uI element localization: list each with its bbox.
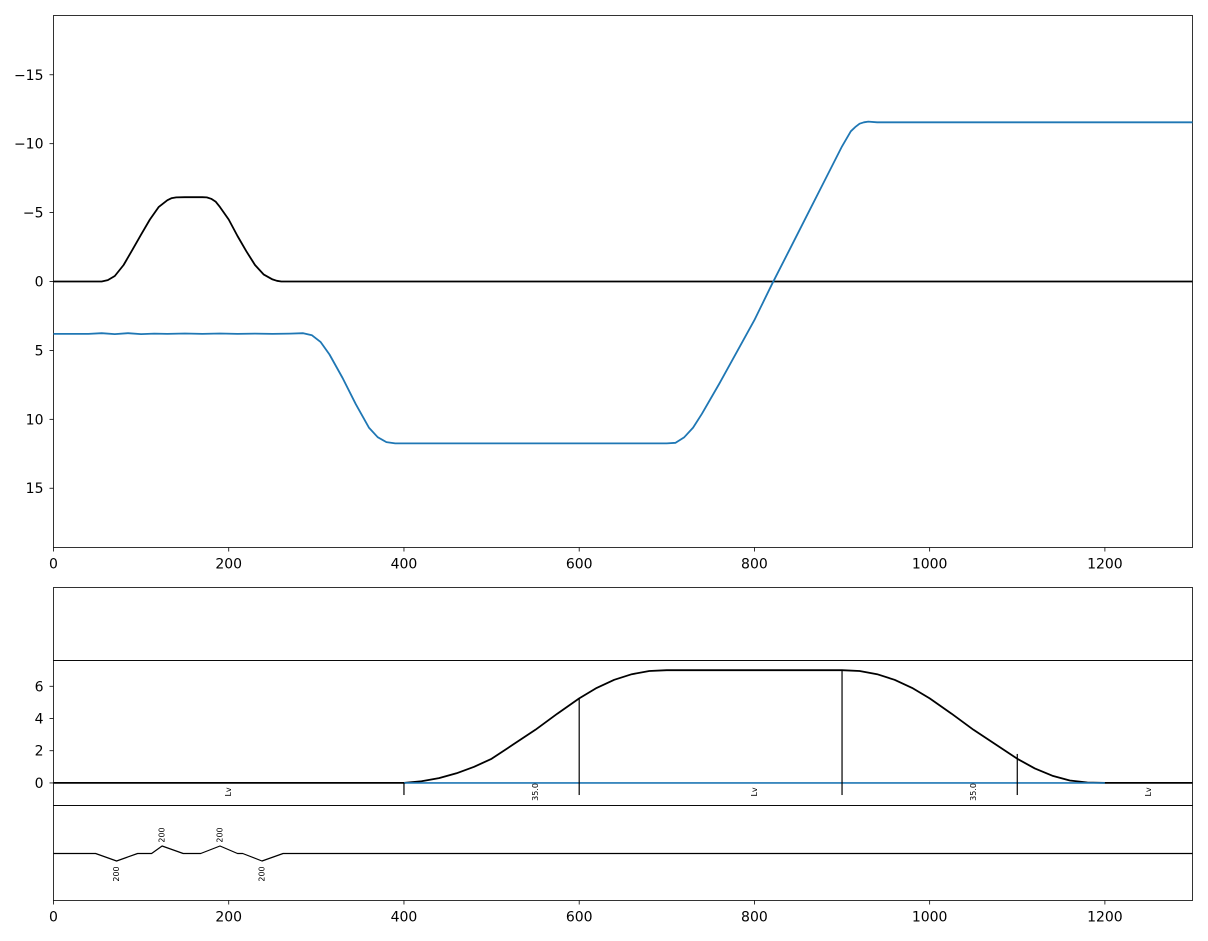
curve-label: 200: [258, 866, 267, 881]
x-tick-label: 1000: [912, 910, 948, 926]
curve-label: 200: [158, 827, 167, 842]
profile-markers: [403, 670, 1018, 796]
offset-plot-y-axis: −15 −10 −5 0 5 10 15: [14, 68, 54, 497]
offset-plot-series: [53, 120, 1193, 445]
y-tick-label: −10: [14, 137, 44, 153]
x-tick-label: 0: [49, 557, 58, 573]
y-tick-label: 0: [35, 776, 44, 792]
x-tick-label: 200: [215, 910, 242, 926]
offset-plot-panel: 0 200 400 600 800 1000 1200 −15 −10 −5 0 5 10 15: [14, 15, 1193, 573]
x-tick-label: 600: [566, 910, 593, 926]
alignment-curve-labels: 200 200 200 200: [112, 827, 266, 881]
profile-line: [53, 669, 1193, 784]
alignment-line: [53, 845, 1193, 862]
segment-label: Lv: [1144, 787, 1153, 796]
x-tick-label: 800: [741, 557, 768, 573]
x-tick-label: 200: [215, 557, 242, 573]
x-tick-label: 400: [391, 557, 418, 573]
x-tick-label: 0: [49, 910, 58, 926]
y-tick-label: 5: [35, 343, 44, 359]
y-tick-label: 10: [26, 412, 44, 428]
y-tick-label: 15: [26, 481, 44, 497]
segment-label: Lv: [750, 787, 759, 796]
black-offset-line: [53, 196, 1193, 283]
blue-offset-line: [53, 120, 1193, 445]
profile-series: [53, 669, 1193, 784]
alignment-x-axis: 0 200 400 600 800 1000 1200: [49, 900, 1123, 926]
segment-label: Lv: [224, 787, 233, 796]
x-tick-label: 400: [391, 910, 418, 926]
offset-plot-x-axis: 0 200 400 600 800 1000 1200: [49, 547, 1123, 573]
alignment-series: [53, 845, 1193, 862]
x-tick-label: 1200: [1087, 910, 1123, 926]
y-tick-label: 2: [35, 744, 44, 760]
profile-y-axis: 0 2 4 6: [35, 679, 54, 792]
curve-label: 200: [215, 827, 224, 842]
curve-label: 200: [112, 866, 121, 881]
y-tick-label: −15: [14, 68, 44, 84]
y-tick-label: 0: [35, 275, 44, 291]
segment-label: 35.0: [969, 783, 978, 801]
x-tick-label: 800: [741, 910, 768, 926]
y-tick-label: 4: [35, 712, 44, 728]
x-tick-label: 600: [566, 557, 593, 573]
segment-label: 35.0: [531, 783, 540, 801]
profile-segment-labels: Lv 35.0 Lv 35.0 Lv: [224, 783, 1153, 801]
y-tick-label: 6: [35, 679, 44, 695]
alignment-panel: 200 200 200 200 0 200 400 600 800 1000 1200: [49, 805, 1193, 926]
x-tick-label: 1000: [912, 557, 948, 573]
y-tick-label: −5: [23, 206, 44, 222]
x-tick-label: 1200: [1087, 557, 1123, 573]
